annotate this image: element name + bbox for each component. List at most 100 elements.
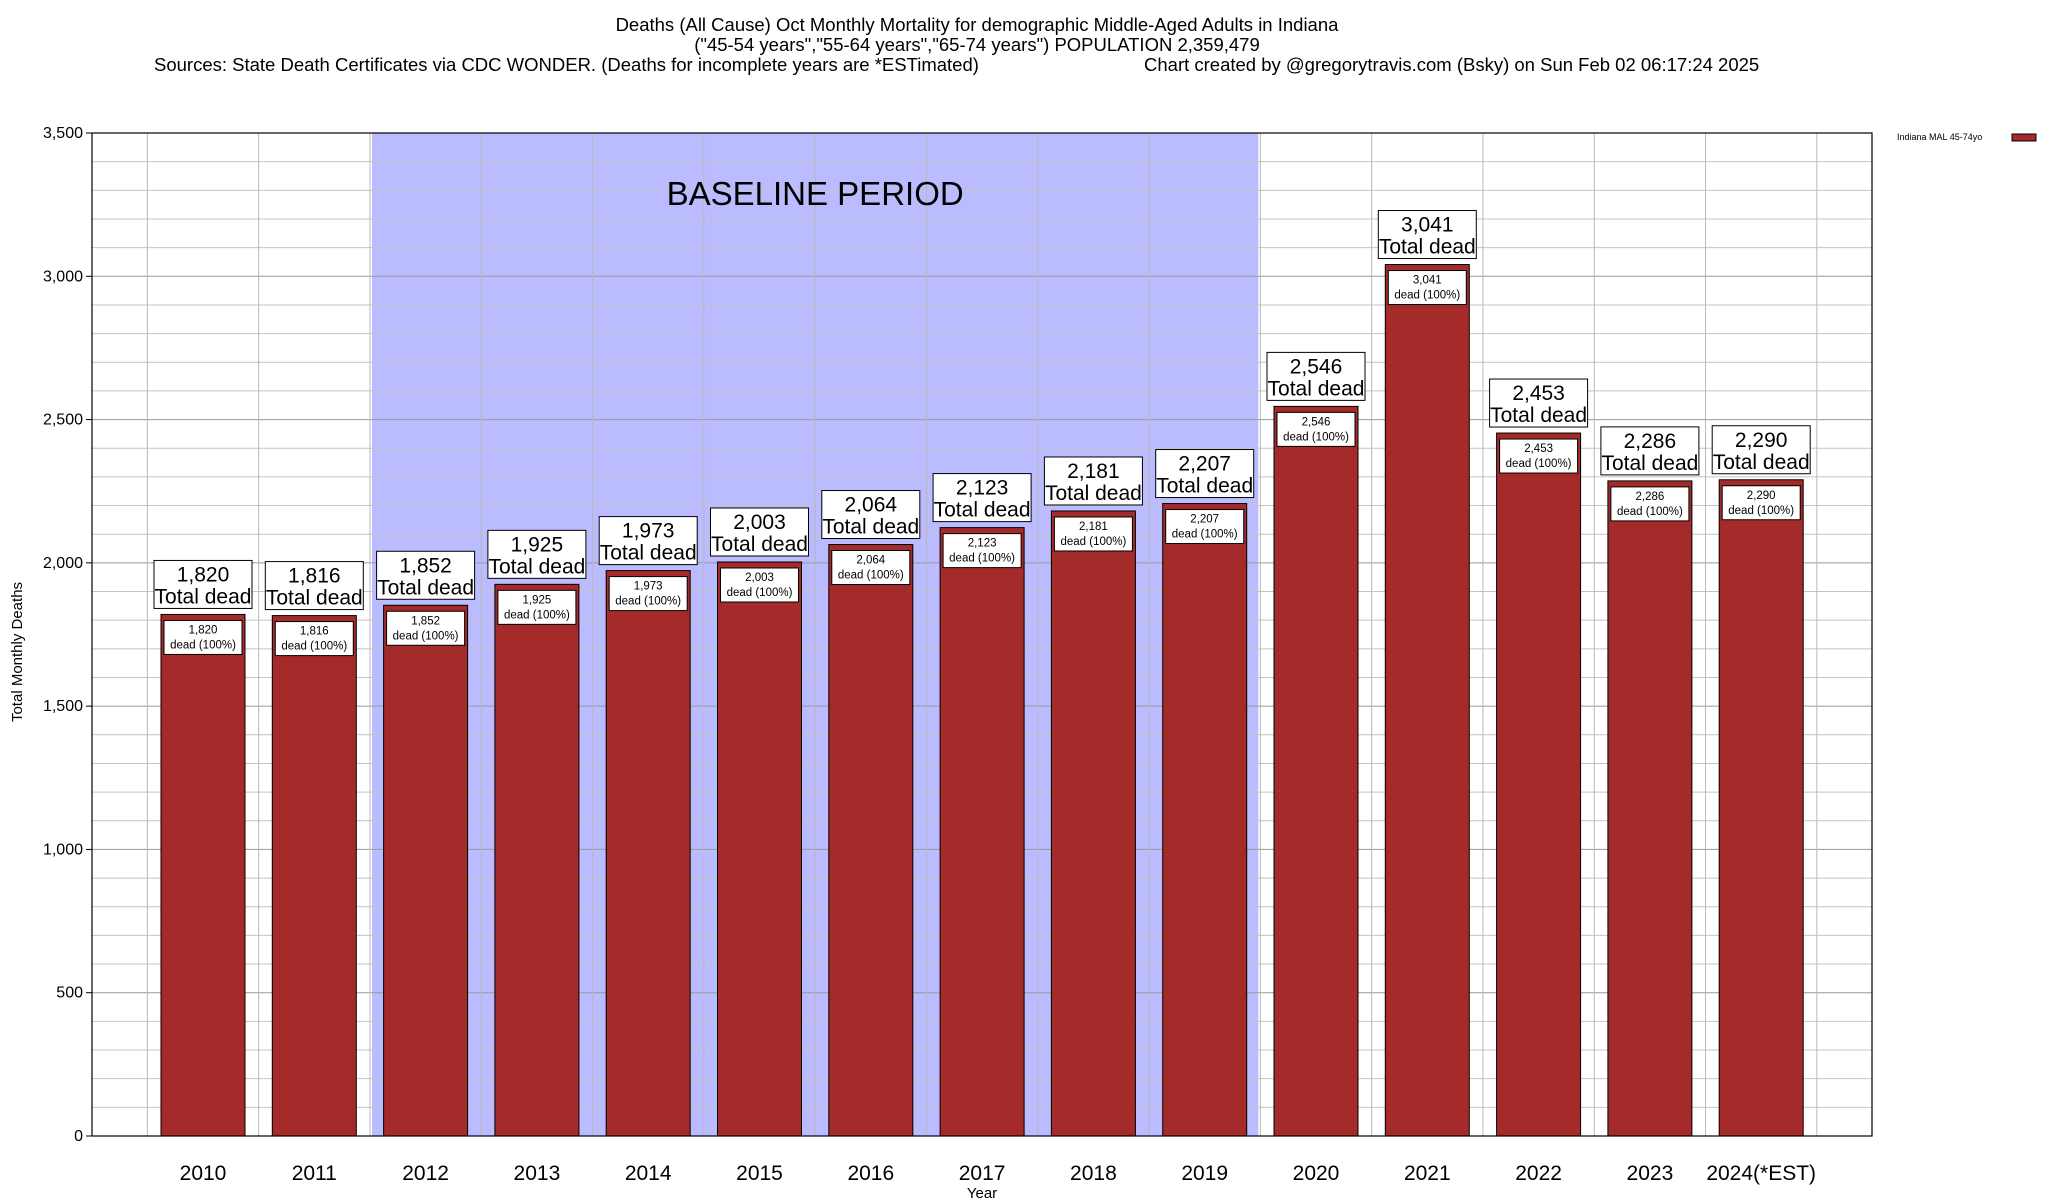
x-tick-label: 2024(*EST) <box>1706 1162 1816 1185</box>
top-label-text: Total dead <box>1156 475 1253 498</box>
bar-2014 <box>605 570 691 1137</box>
top-label-text: Total dead <box>1268 377 1365 400</box>
top-label-value: 2,123 <box>956 477 1009 500</box>
top-label-box <box>264 561 364 611</box>
x-axis-label: Year <box>967 1185 997 1200</box>
chart-credit: Chart created by @gregorytravis.com (Bsk… <box>1144 54 1759 75</box>
inner-label-box <box>1387 270 1467 306</box>
chart-title: Deaths (All Cause) Oct Monthly Mortality… <box>616 14 1340 35</box>
top-label-box <box>821 490 921 540</box>
y-tick-label: 3,500 <box>43 125 83 142</box>
inner-label-box <box>386 610 466 646</box>
inner-label-box <box>942 533 1022 569</box>
top-label-value: 2,207 <box>1178 453 1231 476</box>
inner-label-box <box>1165 509 1245 545</box>
inner-label-value: 2,123 <box>968 538 997 550</box>
bar-2017 <box>939 527 1025 1137</box>
bar-2011 <box>271 615 357 1137</box>
x-tick-label: 2020 <box>1293 1162 1340 1185</box>
top-label-box <box>1600 426 1700 476</box>
inner-label-box <box>1276 411 1356 447</box>
inner-label-box <box>163 619 243 655</box>
inner-label-text: dead (100%) <box>1172 529 1238 541</box>
top-label-box <box>932 473 1032 523</box>
inner-label-value: 2,290 <box>1747 490 1776 502</box>
inner-label-text: dead (100%) <box>1060 536 1126 548</box>
bar-2021 <box>1384 264 1470 1137</box>
y-tick-label: 1,500 <box>43 698 83 715</box>
top-label-value: 1,816 <box>288 565 341 588</box>
x-tick-label: 2014 <box>625 1162 672 1185</box>
top-label-box <box>487 529 587 579</box>
x-tick-label: 2012 <box>402 1162 449 1185</box>
inner-label-box <box>1610 486 1690 522</box>
inner-label-box <box>1053 516 1133 552</box>
x-tick-label: 2015 <box>736 1162 783 1185</box>
top-label-value: 1,973 <box>622 520 675 543</box>
inner-label-value: 2,546 <box>1302 416 1331 428</box>
y-tick-label: 2,500 <box>43 412 83 429</box>
inner-label-value: 2,064 <box>856 555 885 567</box>
inner-label-value: 2,003 <box>745 572 774 584</box>
bar-2024(*EST) <box>1718 479 1804 1137</box>
top-label-value: 2,181 <box>1067 460 1120 483</box>
top-label-text: Total dead <box>155 585 252 608</box>
bars-layer <box>160 264 1804 1137</box>
bar-2019 <box>1162 503 1248 1137</box>
inner-label-text: dead (100%) <box>1283 431 1349 443</box>
inner-label-text: dead (100%) <box>393 630 459 642</box>
top-label-text: Total dead <box>711 533 808 556</box>
top-label-value: 1,852 <box>399 554 452 577</box>
legend-label: Indiana MAL 45-74yo <box>1897 132 1982 142</box>
inner-label-box <box>831 550 911 586</box>
bar-2012 <box>383 604 469 1137</box>
baseline-period-label: BASELINE PERIOD <box>667 175 964 212</box>
top-label-value: 1,820 <box>177 563 230 586</box>
inner-label-text: dead (100%) <box>170 639 236 651</box>
top-label-box <box>1489 378 1589 428</box>
top-label-value: 1,925 <box>511 533 564 556</box>
x-tick-label: 2019 <box>1181 1162 1228 1185</box>
inner-label-text: dead (100%) <box>949 553 1015 565</box>
bar-2023 <box>1607 480 1693 1137</box>
inner-label-box <box>608 576 688 612</box>
y-tick-label: 0 <box>74 1128 83 1145</box>
top-label-text: Total dead <box>1045 482 1142 505</box>
inner-label-box <box>720 567 799 603</box>
inner-label-box <box>497 589 577 625</box>
x-tick-label: 2018 <box>1070 1162 1117 1185</box>
top-label-box <box>1377 210 1477 260</box>
inner-label-text: dead (100%) <box>1617 506 1683 518</box>
bar-2022 <box>1496 432 1582 1137</box>
inner-label-text: dead (100%) <box>838 570 904 582</box>
inner-label-value: 1,852 <box>411 615 440 627</box>
chart-sources: Sources: State Death Certificates via CD… <box>154 54 979 75</box>
top-label-value: 2,064 <box>845 494 898 517</box>
top-label-value: 2,286 <box>1624 430 1677 453</box>
top-label-box <box>1155 449 1255 499</box>
y-tick-label: 500 <box>56 985 83 1002</box>
top-label-box <box>153 559 253 609</box>
legend-swatch <box>2011 133 2037 142</box>
bar-2016 <box>828 544 914 1137</box>
inner-label-value: 3,041 <box>1413 275 1442 287</box>
inner-label-value: 1,816 <box>300 626 329 638</box>
legend: Indiana MAL 45-74yo <box>1897 132 2037 142</box>
chart-subtitle: ("45-54 years","55-64 years","65-74 year… <box>694 34 1260 55</box>
x-tick-label: 2016 <box>847 1162 894 1185</box>
inner-label-value: 2,453 <box>1524 443 1553 455</box>
inner-label-value: 2,207 <box>1190 514 1219 526</box>
y-tick-label: 1,000 <box>43 841 83 858</box>
inner-label-text: dead (100%) <box>504 609 570 621</box>
top-label-value: 2,453 <box>1512 382 1565 405</box>
top-label-text: Total dead <box>266 587 363 610</box>
top-label-box <box>1266 351 1366 401</box>
bar-2020 <box>1273 405 1359 1137</box>
top-label-box <box>598 516 698 566</box>
top-label-text: Total dead <box>822 516 919 539</box>
inner-label-value: 1,925 <box>523 594 552 606</box>
top-label-text: Total dead <box>600 542 697 565</box>
inner-label-text: dead (100%) <box>615 596 681 608</box>
inner-label-box <box>274 621 354 657</box>
